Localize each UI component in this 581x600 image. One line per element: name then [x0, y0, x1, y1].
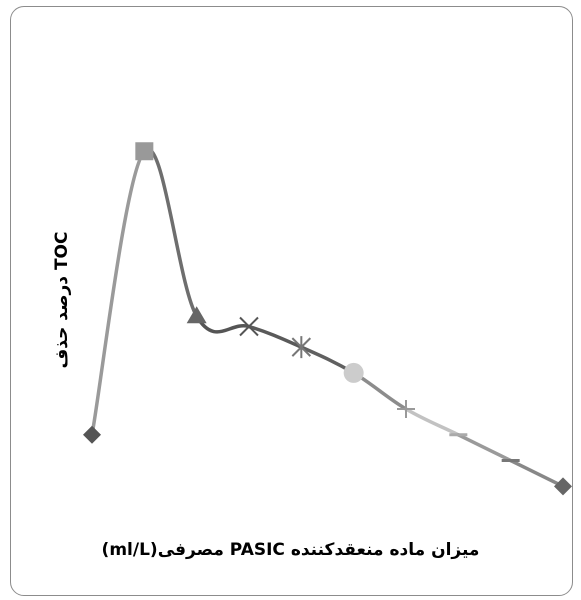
series-line-segment-9: [508, 458, 565, 489]
data-point-4: [239, 316, 259, 337]
data-point-3: [186, 306, 207, 324]
series-line-segment-2: [142, 147, 199, 318]
data-point-2: [135, 142, 154, 161]
chart-frame: [10, 6, 573, 596]
data-point-1: [83, 425, 101, 444]
data-point-7: [397, 399, 415, 418]
data-point-6: [343, 362, 364, 383]
x-axis-label: میزان ماده منعقدکننده PASIC مصرفی(ml/L): [101, 540, 480, 560]
series-line-segment-3: [194, 314, 251, 334]
data-point-10: [554, 477, 572, 496]
series-line-segment-1: [90, 149, 147, 437]
series-line-segment-7: [404, 407, 461, 437]
series-line-segment-8: [456, 433, 513, 463]
series-line-segment-4: [247, 324, 304, 349]
data-point-5: [291, 336, 312, 359]
